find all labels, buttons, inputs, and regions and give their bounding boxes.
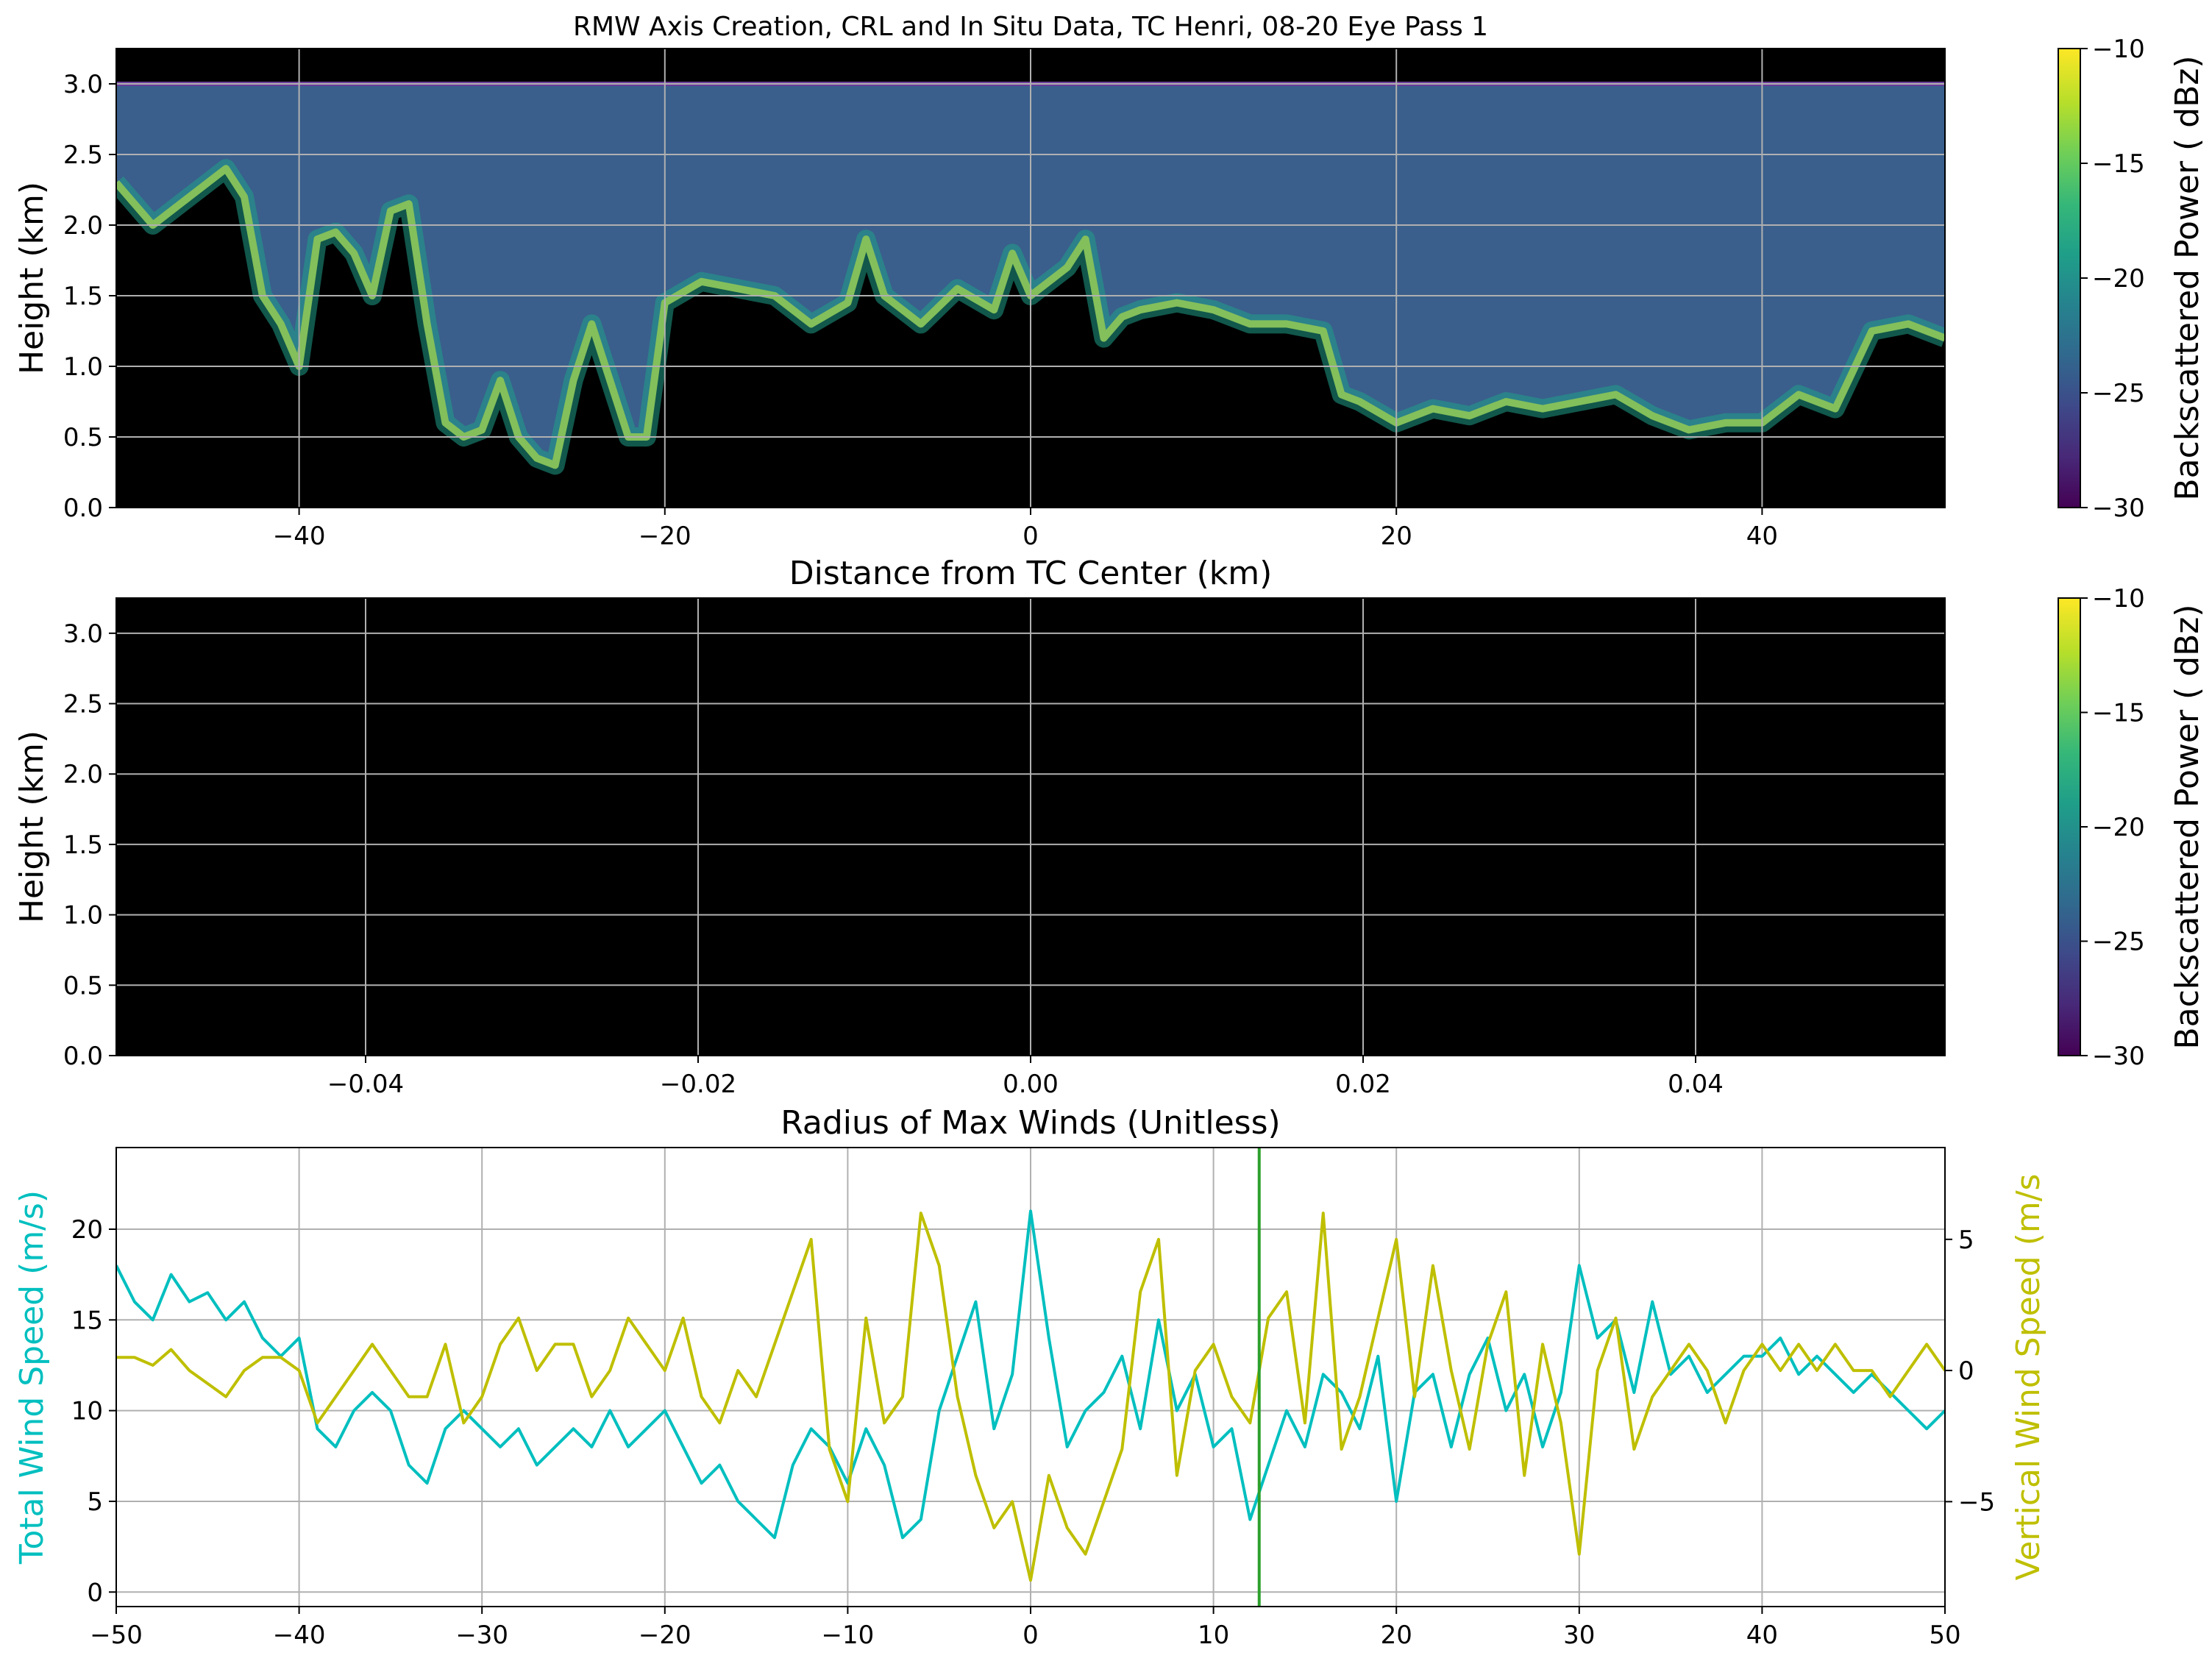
bottom-x-tick-label: 0	[1023, 1621, 1039, 1650]
middle-x-tick-label: 0.00	[1003, 1070, 1059, 1099]
middle-colorbar	[2058, 597, 2081, 1056]
middle-y-axis-label: Height (km)	[13, 730, 51, 923]
middle-x-tick-label: −0.04	[327, 1070, 404, 1099]
top-y-tick-label: 3.0	[63, 70, 103, 99]
middle-y-tick-label: 3.0	[63, 619, 103, 649]
middle-colorbar-ticks: −30 −25 −20 −15 −10	[2080, 584, 2145, 1071]
bottom-left-y-ticks: 0 5 10 15 20	[71, 1215, 116, 1607]
middle-y-ticks: 0.0 0.5 1.0 1.5 2.0 2.5 3.0	[63, 619, 116, 1071]
top-x-tick-label: −40	[273, 522, 326, 551]
bottom-x-tick-label: 20	[1381, 1621, 1412, 1650]
bottom-left-tick-label: 0	[87, 1578, 103, 1607]
middle-y-tick-label: 0.5	[63, 971, 103, 1000]
middle-colorbar-tick-label: −25	[2092, 928, 2145, 957]
bottom-left-tick-label: 10	[71, 1397, 103, 1426]
middle-x-ticks: −0.04 −0.02 0.00 0.02 0.04	[327, 1056, 1724, 1099]
top-y-axis-label: Height (km)	[13, 182, 51, 374]
bottom-right-tick-label: 5	[1958, 1226, 1974, 1255]
top-colorbar-tick-label: −20	[2092, 264, 2145, 294]
bottom-x-tick-label: −10	[822, 1621, 875, 1650]
top-y-tick-label: 1.0	[63, 352, 103, 382]
bottom-right-tick-label: 0	[1958, 1356, 1974, 1386]
top-y-tick-label: 0.0	[63, 494, 103, 523]
bottom-left-tick-label: 15	[71, 1306, 103, 1335]
bottom-x-tick-label: −20	[639, 1621, 691, 1650]
cloud-halo-layer	[116, 159, 1945, 475]
middle-y-tick-label: 1.5	[63, 831, 103, 860]
bottom-x-tick-label: −40	[273, 1621, 326, 1650]
top-colorbar-ticks: −30 −25 −20 −15 −10	[2080, 35, 2145, 523]
top-colorbar-tick-label: −25	[2092, 379, 2145, 408]
middle-colorbar-tick-label: −30	[2092, 1042, 2145, 1071]
middle-x-tick-label: −0.02	[660, 1070, 736, 1099]
top-x-ticks: −40 −20 0 20 40	[273, 508, 1778, 551]
chart-title: RMW Axis Creation, CRL and In Situ Data,…	[573, 12, 1488, 42]
bottom-x-tick-label: 50	[1929, 1621, 1960, 1650]
bottom-x-tick-label: 10	[1198, 1621, 1229, 1650]
bottom-left-tick-label: 20	[71, 1215, 103, 1245]
middle-colorbar-tick-label: −10	[2092, 584, 2145, 613]
middle-colorbar-label: Backscattered Power ( dBz)	[2169, 604, 2206, 1049]
middle-y-tick-label: 0.0	[63, 1042, 103, 1071]
bottom-x-tick-label: −30	[455, 1621, 508, 1650]
top-x-tick-label: 40	[1746, 522, 1778, 551]
bottom-left-tick-label: 5	[87, 1487, 103, 1517]
middle-x-tick-label: 0.04	[1668, 1070, 1724, 1099]
top-panel: −40 −20 0 20 40 0.0 0.5 1.0 1.5 2.0 2.5 3.0 Distan…	[13, 35, 2206, 592]
middle-plot-frame	[115, 597, 1946, 1056]
middle-panel: −0.04 −0.02 0.00 0.02 0.04 0.0 0.5 1.0 1.5 2.0 2.…	[13, 584, 2206, 1142]
middle-x-axis-label: Radius of Max Winds (Unitless)	[780, 1104, 1280, 1142]
middle-y-tick-label: 1.0	[63, 901, 103, 931]
top-plot-frame	[115, 48, 1946, 508]
top-y-tick-label: 1.5	[63, 282, 103, 311]
top-y-tick-label: 2.0	[63, 211, 103, 241]
top-colorbar-tick-label: −30	[2092, 494, 2145, 523]
top-x-tick-label: 0	[1023, 522, 1039, 551]
vertical-wind-speed-line	[116, 1212, 1945, 1582]
top-colorbar-tick-label: −10	[2092, 35, 2145, 64]
left-y-axis-label: Total Wind Speed (m/s)	[13, 1190, 51, 1565]
top-x-tick-label: −20	[639, 522, 691, 551]
top-colorbar-label: Backscattered Power ( dBz)	[2169, 55, 2206, 500]
middle-y-tick-label: 2.5	[63, 690, 103, 719]
middle-colorbar-tick-label: −15	[2092, 699, 2145, 728]
bottom-right-tick-label: −5	[1958, 1487, 1995, 1517]
middle-y-tick-label: 2.0	[63, 760, 103, 789]
top-y-ticks: 0.0 0.5 1.0 1.5 2.0 2.5 3.0	[63, 70, 116, 523]
total-wind-speed-line	[116, 1209, 1945, 1540]
top-y-tick-label: 0.5	[63, 423, 103, 452]
top-colorbar-tick-label: −15	[2092, 149, 2145, 179]
bottom-x-tick-label: −50	[90, 1621, 143, 1650]
bottom-x-tick-label: 30	[1563, 1621, 1595, 1650]
middle-x-tick-label: 0.02	[1335, 1070, 1391, 1099]
top-y-tick-label: 2.5	[63, 141, 103, 170]
top-x-tick-label: 20	[1381, 522, 1412, 551]
top-colorbar	[2058, 48, 2081, 508]
right-y-axis-label: Vertical Wind Speed (m/s	[2010, 1174, 2047, 1581]
top-x-axis-label: Distance from TC Center (km)	[789, 555, 1273, 592]
bottom-plot-frame	[115, 1147, 1946, 1607]
middle-colorbar-tick-label: −20	[2092, 813, 2145, 842]
bottom-x-tick-label: 40	[1746, 1621, 1778, 1650]
bottom-right-y-ticks: −5 0 5	[1945, 1226, 1995, 1517]
bottom-x-ticks: −50 −40 −30 −20 −10 0 10 20 30 40 50	[90, 1607, 1961, 1650]
